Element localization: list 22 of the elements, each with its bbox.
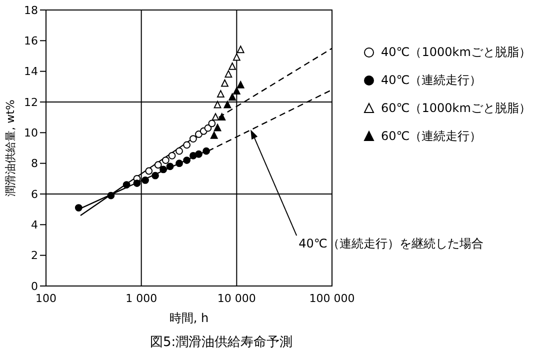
x-tick-label: 100: [36, 292, 56, 305]
y-tick-label: 6: [31, 188, 38, 201]
y-tick-label: 4: [31, 218, 38, 232]
y-tick-label: 16: [24, 34, 38, 48]
legend-label: 60℃（1000kmごと脱脂）: [381, 100, 531, 116]
annotation: 40℃（連続走行）を継続した場合: [298, 236, 484, 251]
x-axis-title: 時間, h: [169, 311, 209, 325]
x-tick-label: 1 000: [126, 292, 158, 305]
y-tick-label: 18: [24, 4, 38, 17]
legend-label: 60℃（連続走行）: [381, 128, 482, 144]
y-tick-label: 8: [31, 157, 38, 170]
x-tick-label: 100 000: [309, 292, 355, 305]
y-axis-title: 潤滑油供給量, wt%: [4, 100, 17, 196]
legend-label: 40℃（1000kmごと脱脂）: [381, 44, 531, 60]
x-tick-label: 10 000: [217, 292, 256, 305]
y-tick-label: 14: [24, 65, 38, 78]
y-tick-label: 0: [31, 280, 38, 293]
y-tick-label: 12: [24, 96, 38, 109]
text: 図5:潤滑油供給寿命予測: [150, 334, 293, 351]
y-tick-label: 10: [24, 126, 38, 140]
y-tick-label: 2: [31, 249, 38, 262]
legend-label: 40℃（連続走行）: [381, 72, 482, 88]
